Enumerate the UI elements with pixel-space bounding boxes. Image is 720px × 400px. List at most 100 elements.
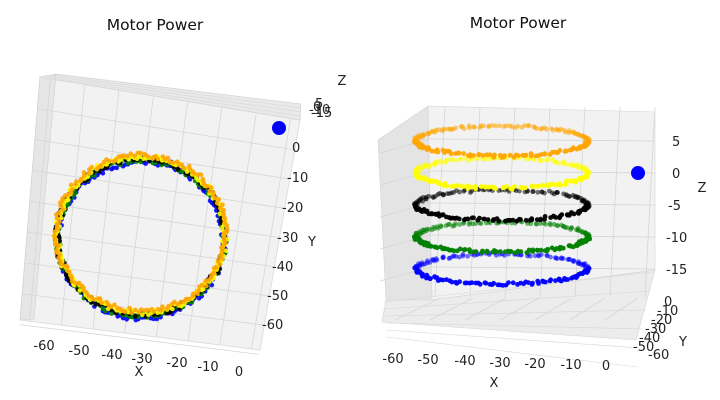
right-y-tick: -30: [645, 322, 666, 337]
right-floor-pane: [381, 269, 656, 341]
left-scatter-points: [51, 121, 286, 323]
data-point: [566, 256, 572, 262]
data-point: [422, 162, 428, 168]
data-point: [204, 184, 210, 189]
grid-line: [499, 297, 540, 321]
data-point: [104, 299, 109, 305]
data-point: [214, 200, 220, 206]
grid-line: [429, 138, 656, 142]
data-point: [209, 282, 215, 288]
data-point: [531, 157, 537, 162]
data-point: [190, 293, 195, 299]
data-point: [444, 277, 449, 283]
grid-line: [43, 77, 302, 121]
data-point: [160, 304, 165, 309]
left-z-tick: 0: [313, 100, 321, 115]
grid-line: [27, 231, 275, 268]
data-point: [99, 300, 104, 306]
data-point: [217, 211, 223, 216]
data-point: [493, 123, 499, 129]
data-point: [462, 280, 468, 286]
data-point: [574, 146, 580, 152]
left-z-ticks: 5 0 -10 -15: [309, 97, 332, 121]
data-point: [453, 125, 458, 131]
left-y-tick: -60: [262, 318, 283, 333]
data-point: [167, 159, 172, 165]
data-point: [155, 306, 161, 312]
data-point: [538, 252, 544, 257]
data-point: [484, 248, 490, 254]
data-point: [58, 258, 63, 264]
grid-line: [434, 106, 446, 298]
data-point: [137, 154, 143, 160]
data-point: [548, 215, 554, 221]
data-point: [140, 312, 145, 318]
data-point: [457, 156, 463, 162]
data-point: [197, 284, 202, 289]
left-side-wall: [19, 73, 57, 321]
grid-line: [386, 336, 638, 368]
left-x-axis-label: X: [135, 365, 144, 380]
data-point: [555, 190, 560, 195]
data-point: [529, 183, 535, 189]
data-point: [207, 188, 212, 194]
data-point: [57, 219, 62, 224]
data-point: [79, 283, 85, 289]
data-point: [469, 184, 475, 190]
data-point: [577, 176, 582, 182]
data-point: [127, 305, 132, 311]
data-point: [562, 276, 567, 281]
data-point: [547, 152, 553, 157]
grid-line: [604, 297, 639, 321]
grid-line: [124, 95, 154, 334]
data-point: [138, 150, 143, 156]
right-y-tick: 0: [664, 295, 672, 310]
data-point: [196, 296, 202, 301]
data-point: [550, 127, 556, 133]
data-point: [192, 171, 197, 176]
data-point: [536, 281, 541, 286]
data-point: [522, 123, 528, 128]
data-point: [93, 302, 99, 307]
data-point: [219, 256, 225, 262]
data-point: [125, 154, 130, 159]
data-point: [426, 193, 432, 199]
grid-line: [60, 84, 86, 326]
data-point: [132, 153, 137, 159]
left-x-tick: -10: [197, 360, 218, 375]
left-y-tick: -10: [287, 171, 308, 186]
data-point: [518, 185, 524, 190]
grid-line: [37, 108, 295, 151]
data-point: [51, 233, 57, 238]
left-x-tick: -30: [131, 352, 152, 367]
data-point: [164, 310, 170, 316]
data-point: [115, 305, 120, 311]
data-point: [562, 182, 568, 188]
left-z-tick: -15: [311, 106, 332, 121]
data-point: [77, 288, 83, 293]
data-point: [453, 158, 459, 164]
data-point: [62, 263, 67, 269]
data-point: [558, 182, 563, 188]
right-x-tick: -40: [454, 354, 475, 369]
left-x-tick: -20: [166, 356, 187, 371]
right-z-tick: 5: [672, 135, 680, 150]
data-point: [514, 218, 520, 224]
data-point: [534, 221, 539, 227]
right-y-tick: -40: [639, 331, 660, 346]
data-point: [106, 158, 112, 164]
grid-line: [19, 324, 260, 355]
grid-line: [539, 106, 551, 298]
data-point: [426, 163, 432, 169]
data-point: [554, 223, 560, 228]
data-point: [76, 280, 82, 286]
data-point: [54, 248, 59, 253]
data-point: [502, 253, 507, 258]
data-point: [457, 189, 462, 195]
right-scatter-points: [411, 123, 645, 288]
data-point: [436, 127, 441, 132]
data-point: [217, 205, 223, 211]
right-y-axis-label: Y: [678, 335, 687, 350]
data-point: [471, 249, 477, 255]
highlight-marker: [272, 121, 286, 135]
